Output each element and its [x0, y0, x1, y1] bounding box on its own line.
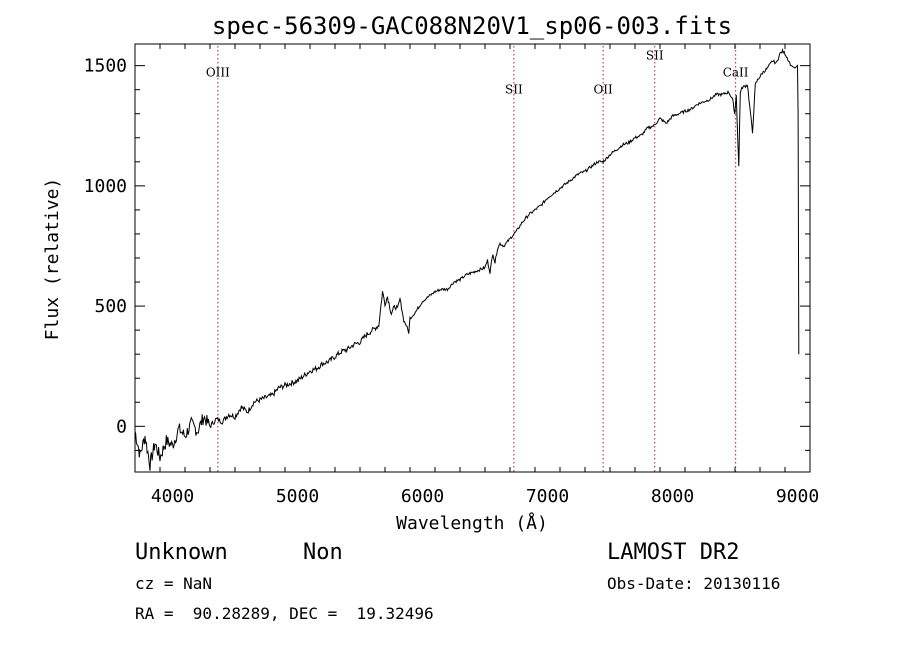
- y-tick-label: 1000: [84, 176, 127, 197]
- x-tick-label: 6000: [401, 486, 444, 507]
- spectral-line-label: OII: [593, 82, 613, 96]
- x-tick-label: 4000: [151, 486, 194, 507]
- obs-date-label: Obs-Date: 20130116: [607, 574, 780, 593]
- object-class: Unknown: [135, 540, 228, 565]
- y-tick-label: 500: [94, 296, 127, 317]
- x-tick-label: 7000: [526, 486, 569, 507]
- spectral-line-label: OIII: [206, 65, 230, 79]
- spectral-line-label: CaII: [723, 65, 749, 79]
- x-axis-label: Wavelength (Å): [396, 512, 548, 534]
- x-tick-label: 8000: [651, 486, 694, 507]
- spectrum-line: [134, 47, 800, 471]
- spectral-line-label: SII: [505, 82, 523, 96]
- y-tick-label: 1500: [84, 56, 127, 77]
- coordinates-label: RA = 90.28289, DEC = 19.32496: [135, 604, 434, 623]
- spectral-line-label: SII: [646, 49, 664, 63]
- object-subclass: Non: [303, 540, 343, 565]
- redshift-label: cz = NaN: [135, 574, 212, 593]
- x-tick-label: 9000: [776, 486, 819, 507]
- y-tick-label: 0: [116, 416, 127, 437]
- y-axis-label: Flux (relative): [42, 178, 63, 341]
- plot-frame: [134, 43, 811, 473]
- x-tick-label: 5000: [276, 486, 319, 507]
- chart-title: spec-56309-GAC088N20V1_sp06-003.fits: [212, 12, 732, 40]
- survey-label: LAMOST DR2: [607, 540, 739, 565]
